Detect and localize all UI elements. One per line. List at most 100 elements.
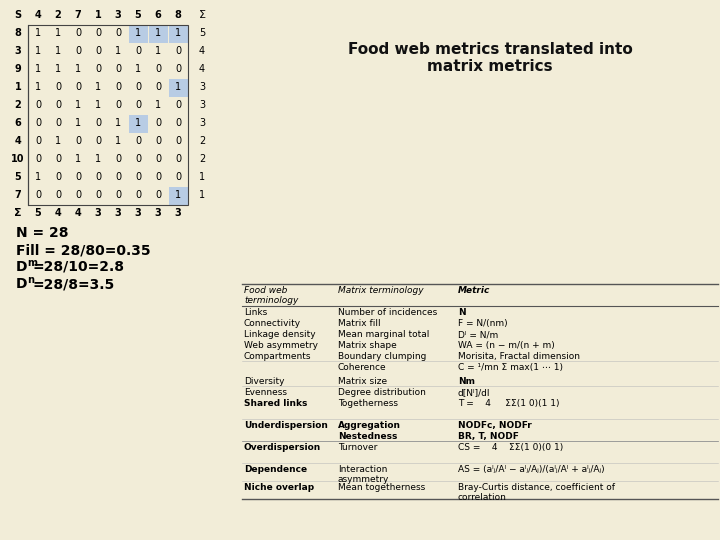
Text: Bray-Curtis distance, coefficient of
correlation: Bray-Curtis distance, coefficient of cor… [458, 483, 615, 502]
Text: 4: 4 [14, 136, 22, 146]
Text: 1: 1 [155, 28, 161, 38]
Text: 1: 1 [75, 100, 81, 110]
Text: 4: 4 [199, 46, 205, 56]
Text: 7: 7 [14, 190, 22, 200]
Text: n: n [27, 275, 34, 285]
Text: Togetherness: Togetherness [338, 399, 398, 408]
Text: 0: 0 [95, 190, 101, 200]
Text: 3: 3 [175, 208, 181, 218]
Text: Diversity: Diversity [244, 377, 284, 386]
Text: 0: 0 [115, 82, 121, 92]
Text: 0: 0 [35, 136, 41, 146]
Text: 3: 3 [199, 82, 205, 92]
Bar [168, 187, 188, 205]
Text: 1: 1 [115, 46, 121, 56]
Text: 0: 0 [75, 82, 81, 92]
Text: 0: 0 [55, 82, 61, 92]
Text: 0: 0 [155, 118, 161, 128]
Text: 0: 0 [135, 172, 141, 182]
Text: Compartments: Compartments [244, 352, 312, 361]
Text: 9: 9 [14, 64, 22, 74]
Text: 3: 3 [199, 100, 205, 110]
Text: Matrix size: Matrix size [338, 377, 387, 386]
Text: 1: 1 [199, 172, 205, 182]
Text: 0: 0 [75, 46, 81, 56]
Text: 8: 8 [14, 28, 22, 38]
Text: 0: 0 [115, 64, 121, 74]
Text: N: N [458, 308, 466, 317]
Bar [148, 25, 168, 43]
Text: D: D [16, 260, 27, 274]
Text: 2: 2 [199, 154, 205, 164]
Text: 1: 1 [94, 10, 102, 20]
Text: Underdispersion: Underdispersion [244, 421, 328, 430]
Text: Nestedness: Nestedness [338, 432, 397, 441]
Text: 1: 1 [55, 136, 61, 146]
Text: 10: 10 [12, 154, 24, 164]
Text: NODFc, NODFr: NODFc, NODFr [458, 421, 532, 430]
Text: 0: 0 [175, 136, 181, 146]
Text: 3: 3 [114, 208, 122, 218]
Text: Linkage density: Linkage density [244, 330, 315, 339]
Text: 5: 5 [35, 208, 41, 218]
Text: N = 28: N = 28 [16, 226, 68, 240]
Text: Food web metrics translated into
matrix metrics: Food web metrics translated into matrix … [348, 42, 632, 75]
Text: Dᴵ = N/m: Dᴵ = N/m [458, 330, 498, 339]
Text: Food web
terminology: Food web terminology [244, 286, 298, 306]
Text: 0: 0 [95, 172, 101, 182]
Text: 1: 1 [75, 64, 81, 74]
Text: F = N/(nm): F = N/(nm) [458, 319, 508, 328]
Text: 0: 0 [115, 154, 121, 164]
Text: S: S [14, 10, 22, 20]
Text: m: m [27, 258, 37, 268]
Text: 1: 1 [55, 46, 61, 56]
Text: 0: 0 [95, 136, 101, 146]
Bar [128, 115, 148, 132]
Text: 1: 1 [55, 64, 61, 74]
Text: 1: 1 [115, 118, 121, 128]
Text: AS = (aᴵⱼ/Aᴵ − aᴵⱼ/Aⱼ)/(aᴵⱼ/Aᴵ + aᴵⱼ/Aⱼ): AS = (aᴵⱼ/Aᴵ − aᴵⱼ/Aⱼ)/(aᴵⱼ/Aᴵ + aᴵⱼ/Aⱼ) [458, 465, 605, 474]
Text: 5: 5 [14, 172, 22, 182]
Text: 1: 1 [35, 46, 41, 56]
Text: 0: 0 [55, 190, 61, 200]
Text: 6: 6 [14, 118, 22, 128]
Text: BR, T, NODF: BR, T, NODF [458, 432, 519, 441]
Text: 0: 0 [155, 82, 161, 92]
Text: 1: 1 [75, 118, 81, 128]
Text: Mean togetherness: Mean togetherness [338, 483, 426, 492]
Text: 0: 0 [95, 46, 101, 56]
Text: 1: 1 [115, 136, 121, 146]
Text: 1: 1 [155, 46, 161, 56]
Text: Σ: Σ [199, 10, 205, 20]
Text: Aggregation: Aggregation [338, 421, 401, 430]
Text: C = ¹/mn Σ max(1 ⋯ 1): C = ¹/mn Σ max(1 ⋯ 1) [458, 363, 563, 372]
Text: Evenness: Evenness [244, 388, 287, 397]
Text: 0: 0 [135, 82, 141, 92]
Text: 1: 1 [35, 172, 41, 182]
Bar [168, 79, 188, 97]
Text: 5: 5 [135, 10, 141, 20]
Text: 3: 3 [94, 208, 102, 218]
Text: d[Nᴵ]/dl: d[Nᴵ]/dl [458, 388, 490, 397]
Text: 1: 1 [155, 100, 161, 110]
Text: 0: 0 [135, 100, 141, 110]
Text: 0: 0 [155, 172, 161, 182]
Text: 0: 0 [55, 172, 61, 182]
Text: Niche overlap: Niche overlap [244, 483, 314, 492]
Text: 0: 0 [115, 28, 121, 38]
Text: Metric: Metric [458, 286, 490, 295]
Text: 1: 1 [95, 100, 101, 110]
Text: 0: 0 [75, 136, 81, 146]
Text: 1: 1 [175, 190, 181, 200]
Text: 0: 0 [135, 136, 141, 146]
Text: 0: 0 [55, 118, 61, 128]
Text: 1: 1 [75, 154, 81, 164]
Bar [28, 25, 188, 205]
Bar [168, 25, 188, 43]
Text: 1: 1 [135, 28, 141, 38]
Text: Connectivity: Connectivity [244, 319, 301, 328]
Text: 0: 0 [115, 190, 121, 200]
Text: 0: 0 [55, 154, 61, 164]
Text: =28/8=3.5: =28/8=3.5 [32, 277, 114, 291]
Text: 4: 4 [199, 64, 205, 74]
